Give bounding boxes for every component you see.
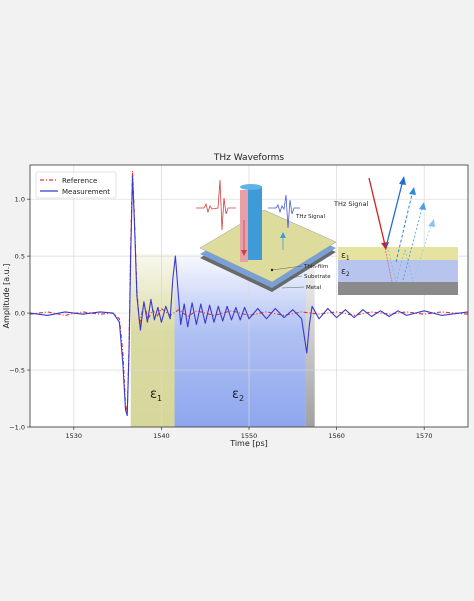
region-band-3 [305,253,315,427]
y-tick-label: −0.5 [9,366,25,374]
layer-e1 [338,247,458,260]
series-line-measurement [30,175,468,417]
inset-substrate-label: Substrate [304,274,331,280]
x-tick-label: 1530 [66,432,83,440]
x-tick-label: 1550 [241,432,258,440]
inset-right-signal-label: THz Signal [333,200,368,208]
svg-text:ε2: ε2 [232,387,244,403]
layer-e1-label: ε1 [341,251,350,262]
inset-reflection-diagram: ε1 ε2 THz Signal [333,176,458,295]
internal-ray-b [395,249,406,283]
y-axis-ticks: −1.0 −0.5 0.0 0.5 1.0 [9,195,30,431]
series-group [30,170,468,417]
series-line-reference [30,170,468,414]
y-tick-label: 0.0 [15,309,25,317]
regions [130,253,315,427]
cylinder-top [240,184,262,190]
x-axis-ticks: 1530 1540 1550 1560 1570 [66,427,433,440]
reflected-ray-2 [395,189,414,263]
callout-thin-film [271,265,303,271]
x-tick-label: 1570 [416,432,433,440]
layer-e2 [338,260,458,282]
x-axis-label: Time [ps] [229,439,268,448]
y-axis-label: Amplitude [a.u.] [2,264,11,329]
reflected-ray-2-arrowhead-icon [409,187,416,195]
reflected-ray-4-arrowhead-icon [428,219,435,227]
svg-text:ε1: ε1 [150,387,162,403]
inset-thz-signal-label: THz Signal [295,214,325,220]
y-tick-label: −1.0 [9,423,25,431]
callout-metal [281,286,305,289]
y-tick-label: 0.5 [15,252,25,260]
inset-thin-film-label: Thin-film [303,264,328,270]
callout-dot [270,268,274,272]
reflected-beam-cylinder [248,186,262,260]
internal-ray-d [412,221,433,283]
reflected-waveform-icon [268,194,300,229]
internal-ray-a [387,249,397,283]
reflected-ray-1-arrowhead-icon [399,176,406,185]
legend-label-reference: Reference [62,177,97,185]
layer-metal [338,282,458,295]
x-tick-label: 1560 [328,432,345,440]
legend-label-measurement: Measurement [62,188,110,196]
layer-e2-label: ε2 [341,267,350,278]
region-label-e2: ε2 [232,387,244,403]
inset-metal-label: Metal [306,285,322,291]
legend: Reference Measurement [35,171,117,199]
incident-ray-inner [384,247,393,283]
reflected-arrowhead-icon [280,232,286,238]
x-tick-label: 1540 [153,432,170,440]
region-label-e1: ε1 [150,387,162,403]
y-tick-label: 1.0 [15,195,25,203]
incident-arrowhead-icon [241,250,247,256]
internal-ray-c [404,249,414,283]
chart-title: THz Waveforms [213,153,285,163]
region-band-1 [130,253,175,427]
incident-waveform-icon [196,179,236,231]
incident-ray [368,177,386,246]
reflected-ray-1 [385,179,404,248]
reflected-ray-3 [402,204,424,281]
callout-substrate [289,275,303,279]
inset-thin-film-diagram: THz Signal Thin-film Substrate Metal [196,179,337,292]
reflected-ray-3-arrowhead-icon [419,202,426,210]
